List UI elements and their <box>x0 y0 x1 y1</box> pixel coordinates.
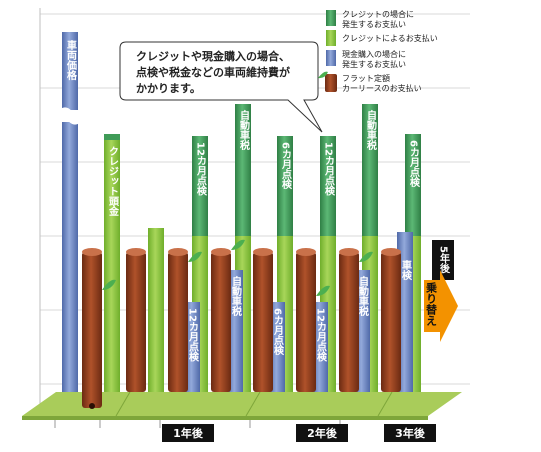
legend-swatch-credit-extra <box>326 10 336 26</box>
callout-line-3: かかります。 <box>136 82 201 95</box>
legend: クレジットの場合に 発生するお支払い クレジットによるお支払い 現金購入の場合に… <box>318 9 438 93</box>
label-cash-6m: 6カ月点検 <box>272 308 285 356</box>
label-cash-12m-1: 12カ月点検 <box>187 308 200 363</box>
label-cash-12m-2: 12カ月点検 <box>315 308 328 363</box>
credit-down-top <box>104 134 120 140</box>
credit-down-bar <box>104 134 120 392</box>
label-cash-tax-1: 自動車税 <box>230 275 242 317</box>
legend-leaf-icon <box>318 71 328 79</box>
label-tax-2: 自動車税 <box>365 109 377 151</box>
ground-dividers <box>115 391 393 417</box>
label-12m-1: 12カ月点検 <box>195 142 208 197</box>
switch-arrow <box>424 270 458 342</box>
legend-credit-extra-1: クレジットの場合に <box>342 9 414 19</box>
legend-swatch-credit <box>326 30 336 46</box>
callout-line-2: 点検や税金などの車両維持費が <box>136 65 290 79</box>
year-2-label: 2年後 <box>307 426 338 440</box>
callout-bubble: クレジットや現金購入の場合、 点検や税金などの車両維持費が かかります。 <box>119 41 323 133</box>
legend-cash-extra-1: 現金購入の場合に <box>342 49 406 59</box>
label-cash-tax-2: 自動車税 <box>357 275 369 317</box>
callout-line-1: クレジットや現金購入の場合、 <box>136 49 290 63</box>
year-3-label: 3年後 <box>395 426 426 440</box>
vehicle-price-bar <box>58 32 82 392</box>
legend-flat-1: フラット定額 <box>342 73 390 83</box>
label-12m-2: 12カ月点検 <box>323 142 336 197</box>
label-credit-down: クレジット頭金 <box>107 146 120 216</box>
credit-month-bar <box>148 228 164 392</box>
ground-edge <box>22 416 428 420</box>
label-6m-2: 6カ月点検 <box>408 140 421 188</box>
year-labels: 1年後 2年後 3年後 <box>162 424 436 442</box>
label-6m-1: 6カ月点検 <box>280 142 293 190</box>
flat-lease-logs <box>82 248 401 409</box>
year5-label: 5年後 <box>438 246 450 274</box>
label-vehicle-price: 車両価格 <box>65 39 78 81</box>
label-shaken: 車検 <box>400 259 412 281</box>
label-tax-1: 自動車税 <box>238 109 250 151</box>
year-1-label: 1年後 <box>173 426 204 440</box>
legend-swatch-flat <box>325 74 337 92</box>
year5-box <box>432 240 454 280</box>
switch-label: 乗り替え <box>425 281 438 326</box>
ground-plane <box>22 392 462 416</box>
legend-cash-extra-2: 発生するお支払い <box>342 59 406 69</box>
leaf-icons <box>102 239 373 296</box>
legend-flat-2: カーリースのお支払い <box>342 83 422 93</box>
legend-credit-extra-2: 発生するお支払い <box>342 19 406 29</box>
legend-credit-payment: クレジットによるお支払い <box>342 33 438 43</box>
legend-swatch-cash <box>326 50 336 66</box>
